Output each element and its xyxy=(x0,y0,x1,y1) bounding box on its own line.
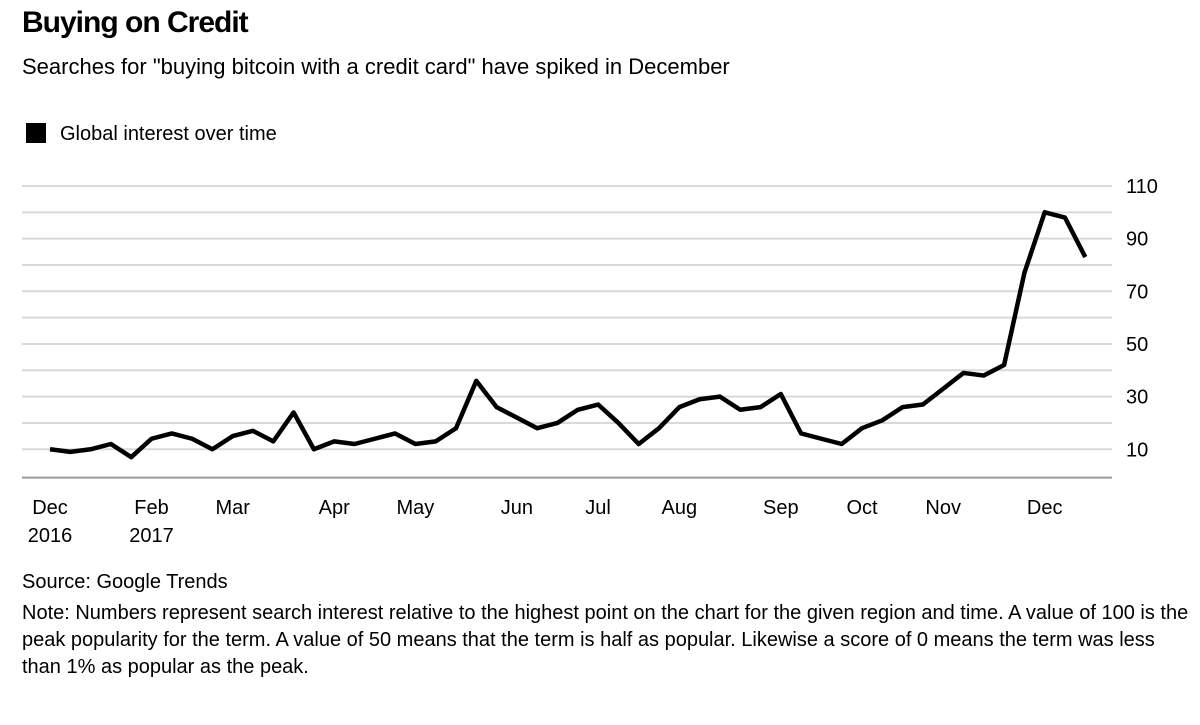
x-tick-label: May xyxy=(397,497,435,519)
y-tick-label: 10 xyxy=(1126,439,1148,461)
y-tick-label: 90 xyxy=(1126,229,1148,251)
y-tick-label: 50 xyxy=(1126,334,1148,356)
x-tick-label: Jul xyxy=(585,497,611,519)
x-tick-label: Aug xyxy=(662,497,698,519)
x-tick-label: Sep xyxy=(763,497,799,519)
x-tick-label: Nov xyxy=(925,497,961,519)
x-tick-label: Jun xyxy=(501,497,533,519)
x-tick-label: Mar xyxy=(215,497,250,519)
chart-title: Buying on Credit xyxy=(22,6,249,39)
x-tick-label: Dec 2016 xyxy=(28,497,73,547)
chart: Global interest over time 10 30 50 70 90 110 D… xyxy=(22,123,1158,547)
x-tick-label: Apr xyxy=(319,497,350,519)
legend-swatch xyxy=(26,123,46,143)
note: Note: Numbers represent search interest … xyxy=(22,602,1189,678)
x-tick-label: Oct xyxy=(846,497,878,519)
x-tick-label: Feb 2017 xyxy=(129,497,174,547)
chart-subtitle: Searches for "buying bitcoin with a cred… xyxy=(22,54,730,79)
x-tick-label: Dec xyxy=(1027,497,1063,519)
legend-label: Global interest over time xyxy=(60,123,277,145)
source: Source: Google Trends xyxy=(22,571,228,593)
y-tick-label: 110 xyxy=(1126,176,1158,198)
y-tick-label: 30 xyxy=(1126,387,1148,409)
line xyxy=(49,210,1088,460)
y-tick-label: 70 xyxy=(1126,281,1148,303)
